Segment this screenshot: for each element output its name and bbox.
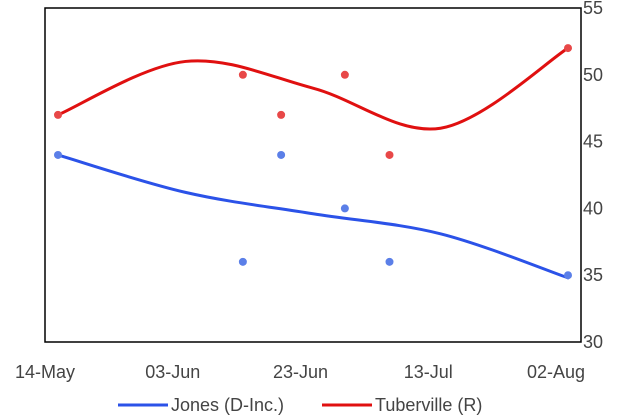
y-tick-label: 45: [583, 132, 603, 152]
data-point-2-5: [385, 150, 394, 159]
y-tick-label: 35: [583, 265, 603, 285]
x-tick-label: 23-Jun: [273, 362, 328, 382]
y-tick-label: 30: [583, 332, 603, 352]
y-axis-ticks: 30 35 40 45 50 55: [583, 0, 603, 352]
trend-line-1: [56, 153, 570, 280]
data-point-1-1: [54, 150, 62, 159]
data-point-2-1: [54, 110, 62, 119]
x-tick-label: 02-Aug: [527, 362, 585, 382]
y-tick-label: 40: [583, 198, 603, 218]
y-tick-label: 50: [583, 65, 603, 85]
y-tick-label: 55: [583, 0, 603, 18]
x-tick-label: 14-May: [15, 362, 75, 382]
legend: Jones (D-Inc.) Tuberville (R): [118, 395, 482, 415]
data-point-1-2: [238, 257, 247, 266]
data-point-1-3: [277, 150, 286, 159]
data-point-2-2: [238, 70, 247, 79]
data-points: [54, 44, 572, 280]
data-point-1-5: [385, 257, 394, 266]
trend-line-2: [56, 46, 570, 131]
x-tick-label: 13-Jul: [404, 362, 453, 382]
legend-label-2: Tuberville (R): [375, 395, 482, 415]
x-axis-ticks: 14-May 03-Jun 23-Jun 13-Jul 02-Aug: [15, 362, 585, 382]
plot-area: [44, 7, 582, 343]
legend-label-1: Jones (D-Inc.): [171, 395, 284, 415]
data-point-2-6: [564, 44, 572, 53]
data-point-1-4: [340, 204, 349, 213]
x-tick-label: 03-Jun: [145, 362, 200, 382]
trend-lines: [56, 46, 570, 280]
data-point-2-4: [340, 70, 349, 79]
data-point-2-3: [277, 110, 286, 119]
data-point-1-6: [564, 271, 572, 280]
